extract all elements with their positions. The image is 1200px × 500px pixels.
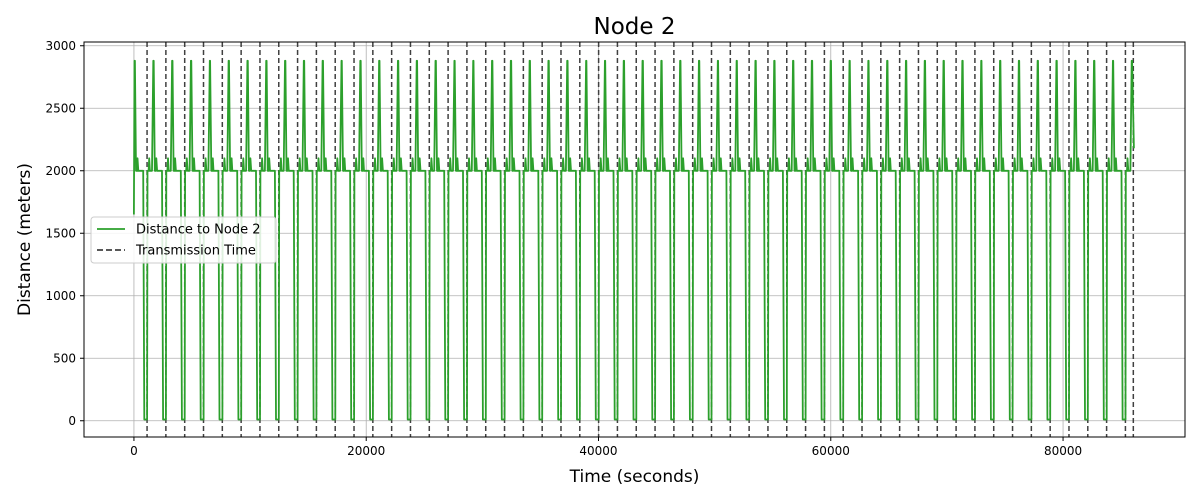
y-tick-label: 1000: [45, 289, 76, 303]
legend: Distance to Node 2 Transmission Time: [90, 216, 277, 264]
legend-label: Distance to Node 2: [136, 223, 261, 238]
y-tick-label: 1500: [45, 226, 76, 240]
y-axis-title: Distance (meters): [15, 163, 35, 316]
x-tick-label: 20000: [347, 444, 385, 458]
y-tick-label: 3000: [45, 39, 76, 53]
plot-frame: [83, 41, 1186, 438]
distance-series-line: [133, 59, 1135, 421]
x-tick-label: 60000: [812, 444, 850, 458]
x-tick-label: 80000: [1044, 444, 1082, 458]
x-tick-label: 40000: [579, 444, 617, 458]
y-tick-label: 2000: [45, 164, 76, 178]
x-axis-title: Time (seconds): [569, 467, 700, 487]
x-tick-label: 0: [130, 444, 138, 458]
y-tick-label: 0: [68, 414, 76, 428]
y-tick-label: 2500: [45, 101, 76, 115]
chart-title: Node 2: [594, 14, 676, 40]
legend-label: Transmission Time: [135, 244, 256, 259]
series-layer: [133, 59, 1135, 421]
y-tick-label: 500: [53, 351, 76, 365]
axis-ticks: 0 20000 40000 60000 80000 0 500 1000 1500 2000 250…: [45, 39, 1082, 458]
legend-box: [90, 216, 277, 264]
